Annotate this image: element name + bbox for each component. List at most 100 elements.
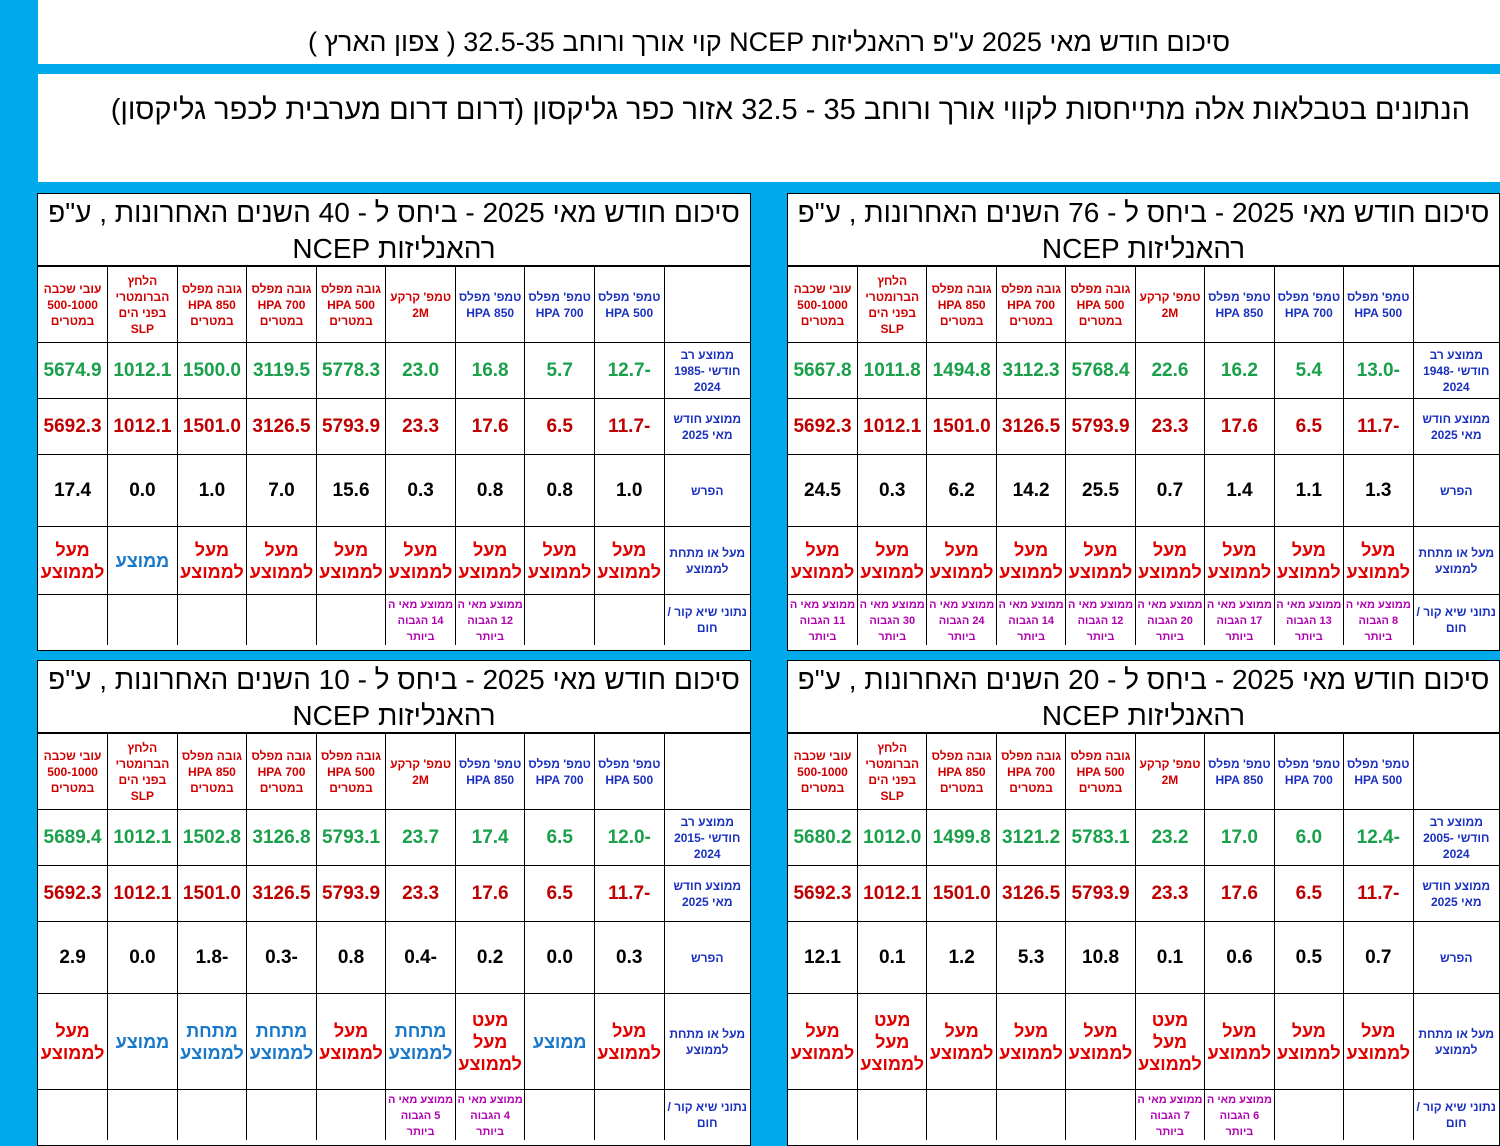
value-cell: -0.3	[246, 921, 317, 994]
record-note-cell	[593, 594, 665, 645]
value-cell: 16.2	[1204, 342, 1275, 399]
record-note-cell: ממוצע מאי ה 12 הגבוה ביותר	[454, 594, 526, 645]
long-term-average-row: ממוצע רב חודשי 2005-2024 -12.4 6.0 17.0 23.2…	[788, 809, 1499, 866]
value-cell: 0.3	[593, 921, 665, 994]
value-cell: 23.3	[1134, 398, 1206, 455]
column-header: טמפ' קרקע 2M	[385, 266, 456, 343]
record-note-cell	[593, 1089, 665, 1140]
value-cell: 0.7	[1343, 921, 1414, 994]
value-cell: 5793.9	[315, 398, 387, 455]
record-note-cell: ממוצע מאי ה 17 הגבוה ביותר	[1204, 594, 1275, 645]
value-cell: 1502.8	[176, 809, 248, 866]
value-cell: 0.0	[524, 921, 595, 994]
value-cell: 5768.4	[1065, 342, 1136, 399]
long-term-average-row: ממוצע רב חודשי 1948-2024 -13.0 5.4 16.2 22.6…	[788, 342, 1499, 399]
value-cell: 5667.8	[788, 342, 858, 399]
value-cell: 1012.1	[107, 398, 178, 455]
status-cell: מעל לממוצע	[1134, 526, 1206, 595]
value-cell: 1501.0	[176, 865, 248, 922]
value-cell: 23.2	[1134, 809, 1206, 866]
status-cell: מעל לממוצע	[995, 993, 1067, 1090]
record-note-cell	[107, 1089, 178, 1140]
may-2025-average-row: ממוצע חודש מאי 2025 -11.7 6.5 17.6 23.3 5793.…	[788, 398, 1499, 455]
value-cell: 5692.3	[38, 398, 109, 455]
record-note-cell	[524, 594, 595, 645]
value-cell: 5778.3	[315, 342, 387, 399]
difference-row: הפרש 0.3 0.0 0.2 -0.4 0.8 -0.3 -1.8 0.0 2.9	[38, 921, 750, 994]
record-note-cell: ממוצע מאי ה 5 הגבוה ביותר	[385, 1089, 456, 1140]
value-cell: 0.8	[524, 454, 595, 527]
record-note-cell: ממוצע מאי ה 13 הגבוה ביותר	[1273, 594, 1345, 645]
value-cell: 5.3	[995, 921, 1067, 994]
value-cell: 5692.3	[788, 398, 858, 455]
value-cell: 5.4	[1273, 342, 1345, 399]
value-cell: -0.4	[385, 921, 456, 994]
summary-panel-20-years: סיכום חודש מאי 2025 - ביחס ל - 20 השנים …	[787, 660, 1500, 1146]
value-cell: 1.4	[1204, 454, 1275, 527]
row-header: נתוני שיא קור / חום	[663, 1089, 750, 1140]
status-cell: מתחת לממוצע	[176, 993, 248, 1090]
value-cell: -11.7	[593, 865, 665, 922]
value-cell: 17.4	[38, 454, 109, 527]
value-cell: -11.7	[1343, 398, 1414, 455]
row-header: הפרש	[1412, 454, 1499, 527]
record-note-cell: ממוצע מאי ה 7 הגבוה ביותר	[1134, 1089, 1206, 1140]
status-cell: מעל לממוצע	[1204, 526, 1275, 595]
value-cell: 6.2	[926, 454, 997, 527]
value-cell: 23.3	[385, 865, 456, 922]
page-subtitle: הנתונים בטבלאות אלה מתייחסות לקווי אורך …	[110, 94, 1470, 126]
status-cell: מתחת לממוצע	[385, 993, 456, 1090]
column-header: טמפ' מפלס 850 HPA	[454, 733, 526, 810]
summary-table: טמפ' מפלס 500 HPA טמפ' מפלס 700 HPA טמפ' מ…	[38, 733, 750, 1140]
difference-row: הפרש 1.3 1.1 1.4 0.7 25.5 14.2 6.2 0.3 24.5	[788, 454, 1499, 527]
column-header-row: טמפ' מפלס 500 HPA טמפ' מפלס 700 HPA טמפ' מ…	[788, 266, 1499, 343]
value-cell: 0.7	[1134, 454, 1206, 527]
corner-cell	[663, 266, 750, 343]
record-note-cell	[995, 1089, 1067, 1140]
value-cell: 6.0	[1273, 809, 1345, 866]
value-cell: 3126.5	[995, 865, 1067, 922]
record-note-cell	[176, 594, 248, 645]
row-header: מעל או מתחת לממוצע	[1412, 993, 1499, 1090]
value-cell: 2.9	[38, 921, 109, 994]
value-cell: 0.3	[856, 454, 928, 527]
column-header: טמפ' מפלס 500 HPA	[1343, 266, 1414, 343]
long-term-average-row: ממוצע רב חודשי 2015-2024 -12.0 6.5 17.4 23.7…	[38, 809, 750, 866]
column-header: גובה מפלס 850 HPA במטרים	[926, 733, 997, 810]
value-cell: 1.0	[176, 454, 248, 527]
value-cell: 5680.2	[788, 809, 858, 866]
corner-cell	[1412, 733, 1499, 810]
record-note-cell	[926, 1089, 997, 1140]
row-header: ממוצע חודש מאי 2025	[1412, 398, 1499, 455]
value-cell: 17.4	[454, 809, 526, 866]
value-cell: 5689.4	[38, 809, 109, 866]
value-cell: 6.5	[524, 865, 595, 922]
value-cell: 5783.1	[1065, 809, 1136, 866]
value-cell: 0.8	[454, 454, 526, 527]
record-note-cell	[524, 1089, 595, 1140]
status-cell: מעל לממוצע	[246, 526, 317, 595]
records-row: נתוני שיא קור / חום ממוצע מאי ה 4 הגבוה ב…	[38, 1089, 750, 1140]
column-header: טמפ' מפלס 850 HPA	[454, 266, 526, 343]
column-header: טמפ' מפלס 700 HPA	[1273, 733, 1345, 810]
value-cell: 5692.3	[788, 865, 858, 922]
value-cell: 16.8	[454, 342, 526, 399]
column-header: עובי שכבה 500-1000 במטרים	[788, 733, 858, 810]
value-cell: 0.0	[107, 454, 178, 527]
row-header: ממוצע חודש מאי 2025	[663, 865, 750, 922]
value-cell: 1012.1	[107, 865, 178, 922]
column-header: גובה מפלס 700 HPA במטרים	[246, 266, 317, 343]
status-cell: מעל לממוצע	[385, 526, 456, 595]
panel-title: סיכום חודש מאי 2025 - ביחס ל - 10 השנים …	[38, 661, 750, 733]
column-header: גובה מפלס 850 HPA במטרים	[176, 733, 248, 810]
value-cell: 0.3	[385, 454, 456, 527]
summary-table: טמפ' מפלס 500 HPA טמפ' מפלס 700 HPA טמפ' מ…	[38, 266, 750, 645]
value-cell: 1494.8	[926, 342, 997, 399]
value-cell: 1011.8	[856, 342, 928, 399]
status-cell: מעל לממוצע	[38, 993, 109, 1090]
value-cell: 24.5	[788, 454, 858, 527]
record-note-cell	[1343, 1089, 1414, 1140]
may-2025-average-row: ממוצע חודש מאי 2025 -11.7 6.5 17.6 23.3 5793.…	[788, 865, 1499, 922]
status-cell: מעל לממוצע	[524, 526, 595, 595]
record-note-cell	[1273, 1089, 1345, 1140]
